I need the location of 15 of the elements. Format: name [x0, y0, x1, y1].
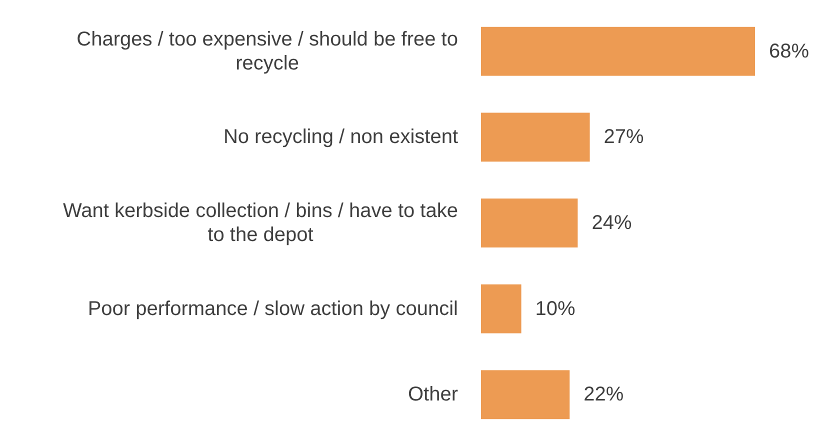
y-tick-label: Charges / too expensive / should be free to recycle	[76, 28, 458, 74]
y-tick-label: No recycling / non existent	[223, 126, 458, 148]
bar	[481, 198, 578, 248]
data-label: 27%	[604, 126, 644, 148]
bar	[481, 112, 590, 162]
data-label: 24%	[592, 212, 632, 234]
data-label: 68%	[769, 40, 810, 62]
y-tick-label: Poor performance / slow action by council	[88, 298, 458, 320]
bar	[481, 26, 755, 76]
y-tick-label: Want kerbside collection / bins / have to take to the depot	[62, 200, 458, 246]
data-label: 10%	[535, 298, 576, 320]
bar	[481, 370, 570, 420]
y-tick-label: Other	[408, 384, 458, 406]
data-label: 22%	[584, 384, 624, 406]
bar	[481, 284, 522, 334]
